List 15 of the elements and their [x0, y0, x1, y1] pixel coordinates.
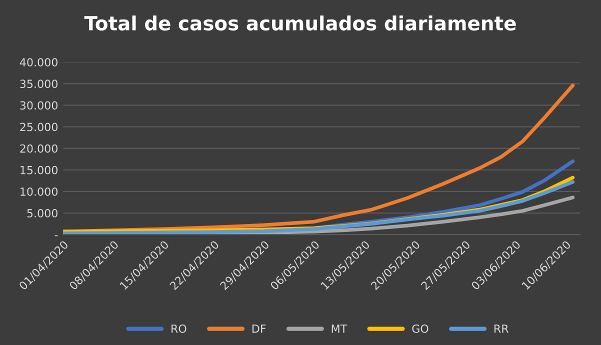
- legend-label: DF: [252, 324, 266, 333]
- legend-label: RR: [494, 324, 508, 333]
- y-tick-label: 40.000: [20, 58, 58, 66]
- y-tick-label: 15.000: [20, 166, 58, 174]
- legend-label: GO: [412, 324, 428, 333]
- y-tick-label: 10.000: [20, 187, 58, 196]
- y-tick-label: 35.000: [20, 80, 58, 88]
- y-tick-label: 20.000: [20, 144, 58, 153]
- legend-label: MT: [332, 324, 348, 333]
- legend-label: RO: [172, 324, 186, 333]
- chart-title: Total de casos acumulados diariamente: [84, 16, 516, 31]
- y-tick-label: -: [54, 235, 58, 236]
- y-tick-label: 30.000: [20, 101, 58, 110]
- y-tick-label: 25.000: [20, 122, 58, 132]
- y-tick-label: 5.000: [27, 209, 58, 218]
